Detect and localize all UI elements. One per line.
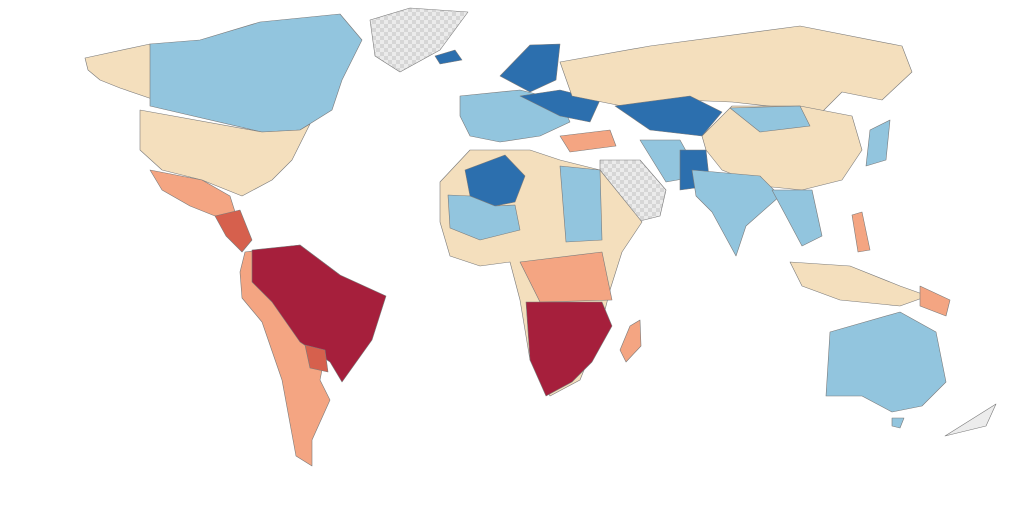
china xyxy=(701,105,863,191)
iceland xyxy=(434,49,463,65)
egypt-sudan xyxy=(559,165,603,243)
japan xyxy=(865,119,891,167)
central-america xyxy=(214,209,253,253)
mongolia xyxy=(729,105,811,133)
europe xyxy=(434,43,601,143)
russia xyxy=(559,25,913,113)
asia xyxy=(559,25,951,317)
oceania xyxy=(825,311,997,437)
southeast-asia xyxy=(771,189,823,247)
brazil-region xyxy=(251,244,387,383)
kazakhstan xyxy=(614,95,723,137)
north-america xyxy=(84,7,469,253)
africa xyxy=(439,149,643,397)
central-africa xyxy=(519,251,613,303)
philippines xyxy=(851,211,871,253)
south-america xyxy=(239,244,387,467)
madagascar xyxy=(619,319,642,363)
tasmania xyxy=(891,417,905,429)
australia xyxy=(825,311,947,413)
new-zealand xyxy=(944,403,997,437)
papua-new-guinea xyxy=(919,285,951,317)
scandinavia xyxy=(499,43,561,93)
greenland xyxy=(369,7,469,73)
southern-africa xyxy=(525,301,613,397)
eastern-europe xyxy=(519,89,601,123)
paraguay xyxy=(304,344,329,373)
canada xyxy=(149,13,363,133)
india xyxy=(691,169,781,257)
indonesia xyxy=(789,261,929,307)
alaska xyxy=(84,43,156,101)
mali-niger xyxy=(447,194,521,241)
turkey xyxy=(559,129,617,153)
united-states xyxy=(139,109,311,197)
